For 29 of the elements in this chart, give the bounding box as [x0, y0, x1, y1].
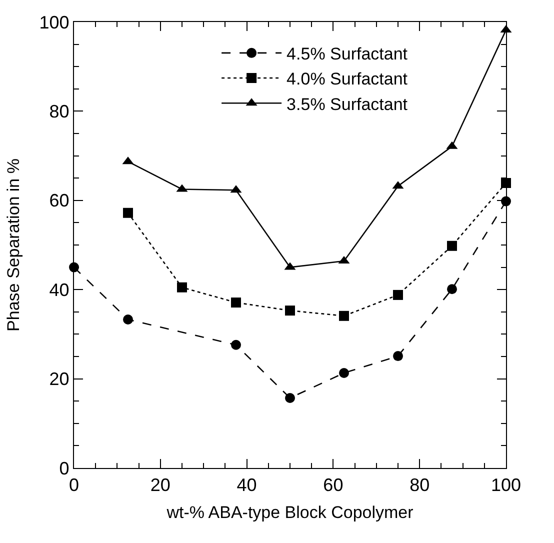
- x-tick-label: 80: [410, 474, 430, 495]
- y-tick-label: 80: [49, 102, 70, 122]
- point: [339, 368, 349, 378]
- point: [285, 392, 295, 403]
- legend-label: 4.5% Surfactant: [286, 44, 408, 64]
- point: [285, 306, 295, 316]
- point: [339, 310, 349, 321]
- x-tick-label: 100: [490, 474, 522, 495]
- y-tick-label: 40: [49, 280, 70, 300]
- y-tick-label: 20: [49, 369, 70, 390]
- y-tick-label: 0: [59, 458, 70, 478]
- point: [231, 340, 241, 350]
- point: [447, 284, 457, 294]
- point: [447, 240, 457, 251]
- y-axis-title: Phase Separation in %: [4, 158, 23, 332]
- x-tick-label: 60: [323, 474, 344, 495]
- y-tick-label: 100: [39, 12, 70, 32]
- x-tick-label: 20: [150, 474, 170, 495]
- point: [123, 314, 133, 324]
- x-tick-label: 40: [236, 474, 257, 495]
- legend-label: 3.5% Surfactant: [286, 94, 408, 114]
- legend-label: 4.0% Surfactant: [286, 70, 408, 89]
- x-axis-title: wt-% ABA-type Block Copolymer: [166, 503, 414, 522]
- point: [123, 208, 133, 218]
- point: [393, 351, 403, 362]
- y-tick-label: 60: [49, 190, 70, 211]
- point: [393, 290, 403, 300]
- point: [177, 282, 187, 292]
- point: [231, 298, 241, 308]
